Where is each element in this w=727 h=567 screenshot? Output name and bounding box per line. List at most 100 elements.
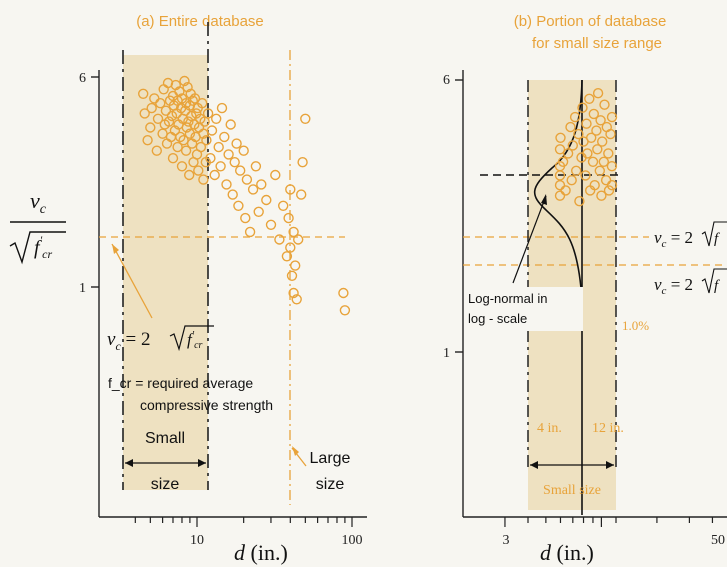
lognormal-arrowhead (541, 194, 547, 205)
panel-a-point-93 (270, 169, 281, 181)
panel-a-point-72 (215, 161, 226, 172)
eq-arrowhead (112, 244, 119, 254)
panel-b-x-tick-label-50: 50 (711, 533, 725, 548)
panel-a-eq: vc = 2 (107, 329, 150, 353)
lognormal-label-box: Log-normal in log - scale (465, 287, 583, 331)
panel-b-point-13 (571, 165, 582, 177)
panel-a-point-59 (195, 141, 207, 153)
panel-a-point-85 (241, 174, 253, 185)
panel-a-point-68 (206, 125, 218, 136)
panel-b-point-4 (554, 170, 566, 181)
panel-a-point-12 (160, 105, 172, 116)
panel-a-point-6 (151, 145, 163, 156)
svg-text:f: f (714, 278, 720, 294)
large-size-arrowhead (292, 446, 299, 456)
panel-a-point-81 (233, 200, 244, 212)
panel-a-point-66 (202, 108, 214, 119)
panel-a-y-label: vc f'cr (9, 188, 66, 265)
panel-b-y-tick-label-1: 1 (443, 346, 450, 361)
panel-b-point-24 (586, 132, 597, 144)
panel-a-point-98 (285, 184, 296, 195)
panel-a-point-40 (182, 81, 193, 93)
panel-b-point-26 (588, 108, 599, 120)
panel-a-point-89 (253, 206, 264, 218)
panel-a-point-90 (256, 179, 267, 190)
panel-a-point-60 (196, 97, 208, 109)
panel-b-point-11 (567, 140, 578, 151)
svg-text:f'cr: f'cr (34, 233, 52, 261)
panel-b-point-27 (589, 179, 600, 191)
panel-a-point-78 (227, 189, 238, 200)
panel-b-point-29 (592, 144, 603, 155)
panel-b-point-44 (606, 179, 618, 191)
panel-a-point-96 (281, 251, 293, 262)
panel-b-title-2: for small size range (532, 35, 662, 52)
panel-a-point-75 (221, 179, 232, 190)
panel-b-point-41 (605, 128, 616, 140)
svg-text:vc = 2: vc = 2 (654, 275, 693, 297)
panel-a-point-108 (300, 113, 311, 125)
panel-b-point-12 (569, 111, 581, 123)
panel-a-point-48 (187, 95, 199, 106)
panel-a-point-83 (238, 145, 249, 156)
panel-a-point-99 (285, 242, 296, 253)
panel-b-point-7 (560, 185, 571, 196)
panel-a-point-44 (184, 128, 196, 139)
small-size-label-b: Small size (543, 483, 601, 498)
panel-a-point-109 (338, 287, 349, 299)
panel-a-point-35 (179, 75, 190, 87)
panel-b-point-30 (592, 87, 604, 99)
panel-a-x-ticks (134, 517, 353, 527)
panel-a-point-86 (244, 226, 256, 238)
panel-a-point-1 (139, 108, 150, 119)
panel-b-point-25 (587, 156, 599, 168)
panel-a-point-82 (234, 165, 246, 176)
lognormal-label-1: Log-normal in (468, 291, 548, 306)
panel-b-point-34 (597, 136, 608, 147)
panel-a-point-101 (288, 226, 299, 238)
panel-b: (b) Portion of database for small size r… (443, 13, 727, 565)
panel-a-title: (a) Entire database (136, 13, 264, 30)
panel-a-point-61 (198, 174, 209, 185)
panel-a-point-2 (142, 134, 153, 146)
panel-a-point-31 (176, 161, 188, 172)
panel-b-point-10 (566, 174, 577, 186)
panel-b-point-22 (584, 93, 595, 105)
svg-text:f: f (714, 231, 720, 247)
panel-b-point-39 (603, 148, 614, 159)
panel-a-point-97 (283, 212, 294, 224)
panel-b-point-32 (595, 115, 606, 126)
panel-b-title-1: (b) Portion of database (514, 13, 667, 30)
panel-a-point-79 (229, 156, 240, 168)
panel-a-point-67 (205, 152, 216, 164)
large-size-label-1: Large (310, 450, 351, 467)
panel-b-point-3 (554, 144, 566, 155)
panel-a-point-41 (183, 116, 194, 127)
panel-a-point-4 (146, 102, 157, 114)
panel-a-point-110 (339, 305, 351, 316)
panel-b-point-17 (577, 102, 588, 113)
panel-a: (a) Entire database 6 1 10 100 d (in.) v… (9, 13, 367, 565)
panel-b-points (554, 87, 618, 207)
panel-a-point-103 (290, 260, 301, 271)
panel-b-point-6 (557, 156, 569, 168)
panel-b-point-8 (562, 148, 574, 159)
panel-a-point-107 (297, 156, 308, 168)
panel-b-point-33 (596, 190, 607, 201)
panel-b-y-tick-label-6: 6 (443, 73, 450, 88)
panel-a-point-65 (201, 134, 212, 146)
fcr-note-line2: compressive strength (140, 397, 273, 413)
panel-a-point-94 (274, 234, 285, 245)
panel-a-point-62 (198, 128, 209, 139)
panel-a-points (137, 75, 351, 316)
panel-a-point-51 (189, 93, 201, 104)
panel-a-point-42 (183, 169, 195, 181)
panel-b-point-2 (554, 190, 566, 201)
panel-a-point-20 (167, 152, 179, 164)
panel-b-point-5 (555, 132, 566, 144)
panel-b-x-label: d (in.) (540, 540, 594, 565)
panel-b-point-9 (565, 121, 576, 133)
panel-a-point-22 (169, 125, 181, 136)
lognormal-label-2: log - scale (468, 311, 527, 326)
